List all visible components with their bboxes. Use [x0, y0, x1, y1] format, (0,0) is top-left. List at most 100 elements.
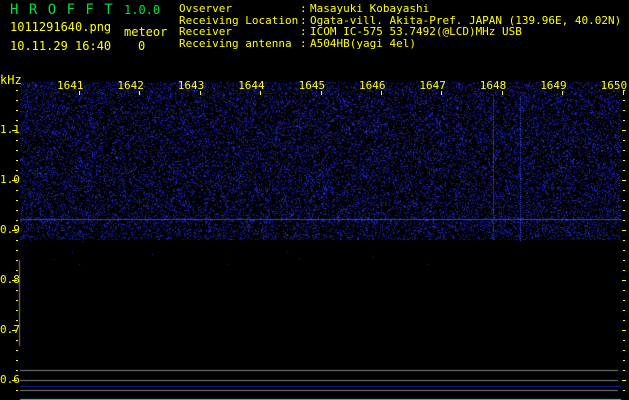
y-tick	[16, 190, 18, 191]
time-tick	[622, 91, 624, 95]
y-tick-right	[623, 260, 625, 261]
time-label: 1641	[57, 79, 84, 92]
y-tick	[16, 200, 18, 201]
time-label: 1645	[298, 79, 326, 92]
y-tick-right	[623, 150, 625, 151]
info-colon: :	[300, 36, 307, 50]
time-tick	[501, 91, 503, 95]
y-tick-right	[623, 110, 625, 111]
file-datetime: 10.11.29 16:40	[10, 39, 112, 53]
y-tick	[16, 370, 18, 371]
y-tick-right	[623, 210, 625, 211]
y-label: 0.8	[0, 273, 20, 286]
y-tick-right	[623, 200, 625, 201]
y-tick	[16, 100, 18, 101]
y-tick-right	[623, 390, 625, 391]
time-tick	[562, 91, 564, 95]
y-tick-right	[622, 130, 626, 131]
time-tick	[260, 91, 262, 95]
info-value: ICOM IC-575 53.7492(@LCD)MHz USB	[310, 25, 522, 38]
y-tick	[12, 180, 17, 181]
info-value: A504HB(yagi 4el)	[310, 36, 416, 50]
y-tick	[12, 330, 17, 331]
meteor-label: meteor	[124, 25, 168, 39]
y-tick-right	[622, 230, 626, 231]
time-tick	[79, 91, 80, 95]
y-tick-right	[623, 320, 625, 321]
info-label: Ovserver	[179, 2, 232, 15]
meteor-count: 0	[138, 39, 146, 53]
y-tick-right	[622, 330, 626, 331]
info-value: Masayuki Kobayashi	[310, 2, 430, 15]
y-tick-right	[623, 350, 625, 351]
y-tick-right	[622, 280, 626, 281]
y-label: 0.7	[0, 323, 20, 336]
info-colon: :	[300, 2, 307, 15]
time-tick	[320, 91, 322, 95]
y-tick	[16, 250, 18, 251]
time-tick	[441, 91, 443, 95]
y-tick-right	[622, 180, 626, 181]
y-unit: kHz	[0, 73, 22, 87]
y-tick	[16, 160, 18, 161]
y-tick	[16, 90, 18, 91]
time-label: 1650	[600, 79, 628, 92]
time-label: 1642	[117, 79, 144, 92]
y-tick	[16, 150, 18, 151]
y-tick	[16, 390, 18, 391]
app-title: H R O F F T	[10, 2, 114, 18]
info-colon: :	[300, 25, 307, 38]
y-tick	[12, 280, 17, 281]
y-tick	[16, 140, 18, 141]
y-tick	[16, 320, 18, 321]
y-label: 0.9	[0, 223, 20, 236]
y-tick-right	[623, 370, 625, 371]
y-tick	[16, 350, 18, 351]
y-tick	[16, 340, 18, 341]
time-label: 1649	[540, 79, 567, 92]
y-tick	[16, 270, 18, 271]
y-tick-right	[623, 240, 625, 241]
y-label: 0.6	[0, 373, 20, 386]
y-tick	[16, 170, 18, 171]
y-tick	[16, 120, 18, 121]
y-tick-right	[623, 140, 625, 141]
y-tick-right	[623, 290, 625, 291]
info-label: Receiving antenna	[179, 36, 292, 50]
y-tick-right	[623, 250, 625, 251]
y-tick-right	[623, 270, 625, 271]
y-tick-right	[623, 310, 625, 311]
y-tick-right	[623, 300, 625, 301]
y-tick-right	[623, 90, 625, 91]
y-tick	[12, 130, 17, 131]
y-tick	[16, 240, 18, 241]
y-tick	[12, 230, 17, 231]
y-tick-right	[623, 160, 625, 161]
y-tick-right	[623, 120, 625, 121]
info-value: Ogata-vill. Akita-Pref. JAPAN (139.96E, …	[310, 13, 622, 27]
time-tick	[381, 91, 382, 95]
time-label: 1648	[479, 79, 507, 92]
time-label: 1644	[238, 79, 265, 92]
y-tick-right	[622, 380, 626, 381]
y-tick-right	[623, 220, 625, 221]
y-tick-right	[623, 360, 625, 361]
info-label: Receiving Location	[179, 13, 299, 27]
time-tick	[139, 91, 141, 95]
y-tick	[16, 110, 18, 111]
info-label: Receiver	[179, 25, 232, 38]
time-label: 1647	[419, 79, 446, 92]
y-tick	[16, 220, 18, 221]
app-version: 1.0.0	[124, 3, 161, 17]
time-label: 1646	[359, 79, 386, 92]
y-label: 1.0	[0, 173, 20, 186]
y-tick	[16, 210, 18, 211]
y-tick-right	[623, 190, 625, 191]
y-tick	[16, 300, 18, 301]
y-tick-right	[623, 100, 625, 101]
file-name: 1011291640.png	[10, 20, 112, 34]
y-tick-right	[623, 340, 625, 341]
y-tick-right	[623, 170, 625, 171]
